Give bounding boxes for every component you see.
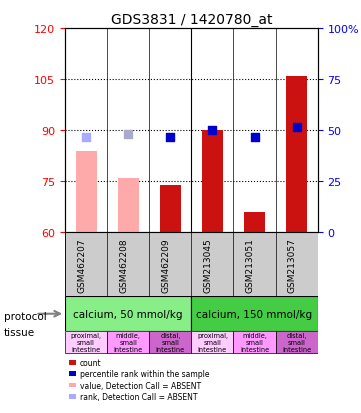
FancyBboxPatch shape (69, 383, 75, 387)
Text: distal,
small
intestine: distal, small intestine (282, 332, 311, 352)
Bar (118, 178, 139, 233)
Text: tissue: tissue (4, 328, 35, 337)
Point (125, 131, 131, 138)
Text: protocol: protocol (4, 311, 46, 321)
Bar (286, 76, 307, 233)
Title: GDS3831 / 1420780_at: GDS3831 / 1420780_at (110, 12, 272, 26)
Text: calcium, 150 mmol/kg: calcium, 150 mmol/kg (196, 309, 313, 319)
Text: percentile rank within the sample: percentile rank within the sample (80, 369, 209, 378)
Text: proximal,
small
intestine: proximal, small intestine (70, 332, 101, 352)
Text: GSM462208: GSM462208 (119, 237, 128, 292)
Text: middle,
small
intestine: middle, small intestine (240, 332, 269, 352)
Text: GSM213057: GSM213057 (288, 237, 297, 292)
Text: value, Detection Call = ABSENT: value, Detection Call = ABSENT (80, 381, 201, 390)
Text: count: count (80, 358, 101, 367)
Text: calcium, 50 mmol/kg: calcium, 50 mmol/kg (73, 309, 183, 319)
FancyBboxPatch shape (65, 233, 318, 297)
FancyBboxPatch shape (65, 297, 191, 332)
Bar (244, 212, 265, 233)
Point (252, 134, 257, 141)
Text: GSM213051: GSM213051 (245, 237, 255, 292)
Point (209, 128, 215, 134)
FancyBboxPatch shape (149, 332, 191, 354)
FancyBboxPatch shape (191, 297, 318, 332)
FancyBboxPatch shape (275, 332, 318, 354)
FancyBboxPatch shape (107, 332, 149, 354)
FancyBboxPatch shape (191, 332, 234, 354)
FancyBboxPatch shape (69, 360, 75, 365)
Text: distal,
small
intestine: distal, small intestine (156, 332, 185, 352)
Text: rank, Detection Call = ABSENT: rank, Detection Call = ABSENT (80, 392, 197, 401)
Text: GSM462207: GSM462207 (77, 237, 86, 292)
Text: middle,
small
intestine: middle, small intestine (113, 332, 143, 352)
Point (294, 124, 300, 131)
Point (168, 134, 173, 141)
FancyBboxPatch shape (234, 332, 275, 354)
Text: GSM462209: GSM462209 (161, 237, 170, 292)
Bar (160, 185, 181, 233)
Bar (75, 151, 96, 233)
FancyBboxPatch shape (69, 394, 75, 399)
Text: proximal,
small
intestine: proximal, small intestine (197, 332, 228, 352)
FancyBboxPatch shape (69, 372, 75, 376)
Point (83, 134, 89, 141)
Bar (202, 131, 223, 233)
FancyBboxPatch shape (65, 332, 107, 354)
Text: GSM213045: GSM213045 (203, 237, 212, 292)
